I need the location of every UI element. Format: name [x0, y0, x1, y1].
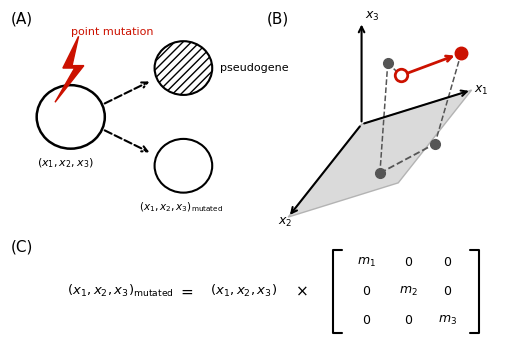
Text: $m_1$: $m_1$ [357, 256, 376, 269]
Text: $x_1$: $x_1$ [474, 83, 489, 97]
Polygon shape [55, 36, 84, 102]
Text: $0$: $0$ [362, 314, 372, 327]
Text: $\times$: $\times$ [295, 284, 308, 299]
Text: $x_3$: $x_3$ [366, 10, 380, 23]
Text: $=$: $=$ [178, 284, 194, 299]
Circle shape [155, 41, 212, 95]
Text: $0$: $0$ [443, 256, 453, 269]
Text: (B): (B) [267, 12, 289, 27]
Text: $0$: $0$ [362, 285, 372, 298]
Text: $(x_1, x_2, x_3)_{\mathrm{mutated}}$: $(x_1, x_2, x_3)_{\mathrm{mutated}}$ [67, 283, 174, 299]
Text: $m_3$: $m_3$ [439, 314, 457, 327]
Text: $(x_1, x_2, x_3)$: $(x_1, x_2, x_3)$ [37, 156, 93, 170]
Text: (C): (C) [10, 240, 33, 254]
Text: point mutation: point mutation [71, 27, 153, 37]
Text: $0$: $0$ [443, 285, 453, 298]
Text: $(x_1, x_2, x_3)_{\mathrm{mutated}}$: $(x_1, x_2, x_3)_{\mathrm{mutated}}$ [139, 200, 223, 214]
Text: $0$: $0$ [404, 314, 413, 327]
Text: pseudogene: pseudogene [220, 63, 289, 73]
Polygon shape [288, 90, 472, 217]
Text: $(x_1, x_2, x_3)$: $(x_1, x_2, x_3)$ [210, 283, 277, 299]
Text: $0$: $0$ [404, 256, 413, 269]
Text: (A): (A) [10, 12, 32, 27]
Text: $x_2$: $x_2$ [278, 215, 292, 229]
Text: $m_2$: $m_2$ [399, 285, 418, 298]
